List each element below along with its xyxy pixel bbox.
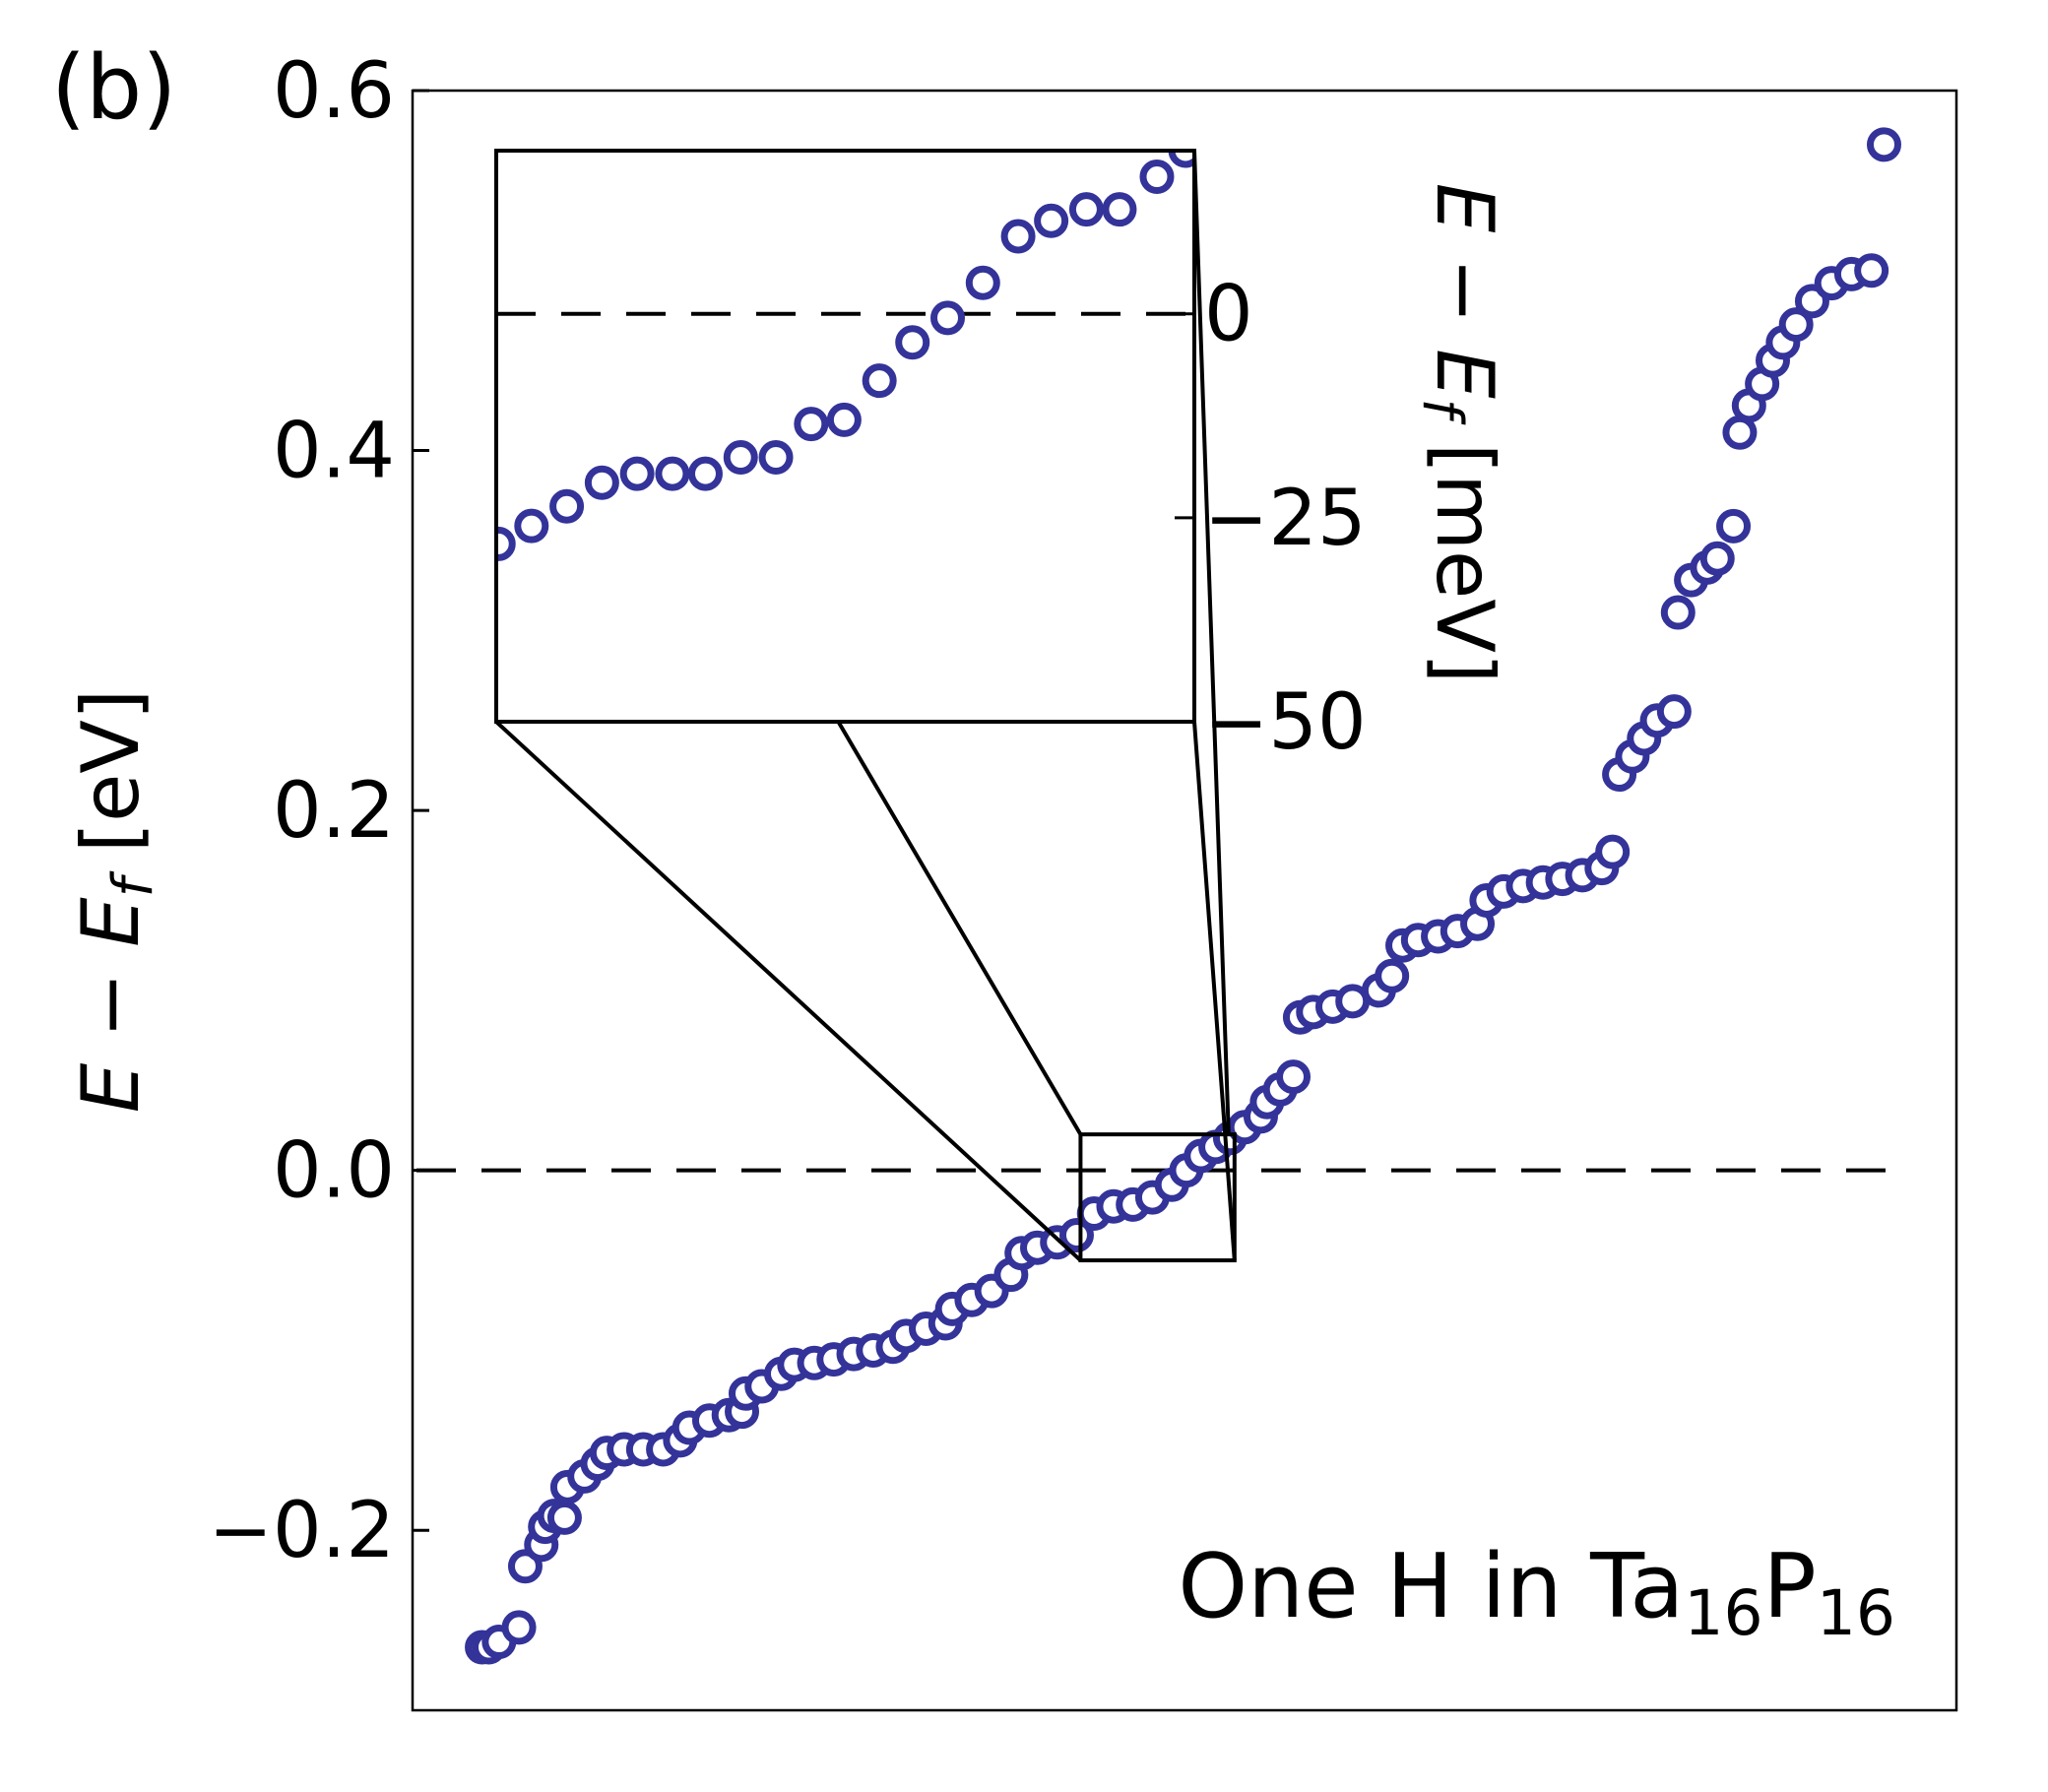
- data-point: [1778, 307, 1814, 343]
- data-point: [1854, 253, 1889, 288]
- inset-data-point: [895, 325, 930, 360]
- inset-data-point: [496, 526, 516, 561]
- inset-data-point: [826, 402, 862, 437]
- annotation-part: One H in Ta: [1178, 1535, 1684, 1638]
- y-tick-label: 0.0: [273, 1127, 395, 1216]
- connector-line: [1192, 150, 1231, 1135]
- panel-label: (b): [51, 36, 176, 140]
- inset-data-point: [723, 440, 758, 476]
- y-label-part: −: [65, 947, 157, 1063]
- data-point: [1722, 415, 1758, 450]
- y-axis-label: E − Ef [eV]: [65, 689, 165, 1114]
- inset-y-label-part: E: [1419, 183, 1510, 233]
- y-label-part: [eV]: [65, 689, 157, 878]
- inset-data-point: [862, 363, 897, 399]
- data-point: [1656, 694, 1692, 730]
- inset-data-point: [655, 456, 690, 491]
- inset-data-point: [1139, 160, 1175, 195]
- inset-y-label-part: −: [1419, 232, 1510, 349]
- data-point: [501, 1610, 537, 1645]
- inset-data-point: [549, 488, 585, 524]
- inset-data-point: [1034, 203, 1069, 238]
- data-point: [1660, 595, 1696, 630]
- zoom-box: [1078, 1132, 1237, 1263]
- annotation: One H in Ta16P16: [1178, 1535, 1895, 1649]
- data-point: [1716, 508, 1752, 544]
- inset-data-point: [965, 265, 1000, 300]
- inset-data-point: [794, 407, 829, 442]
- inset-data-point: [1168, 151, 1194, 168]
- y-tick-label: 0.2: [273, 767, 395, 856]
- y-label-part: E: [65, 1062, 157, 1113]
- inset-data-point: [1068, 192, 1104, 227]
- y-tick-label: 0.6: [273, 47, 395, 136]
- inset-frame: [494, 149, 1196, 724]
- inset-y-tick-label: 0: [1204, 271, 1253, 359]
- inset-y-label-part: [meV]: [1419, 417, 1510, 683]
- data-point: [1595, 834, 1631, 869]
- inset-y-axis-label: E − Ef [meV]: [1410, 183, 1510, 683]
- inset-y-label-part: E: [1419, 349, 1510, 399]
- annotation-part: P: [1763, 1535, 1817, 1638]
- inset-y-tick-label: −50: [1204, 678, 1367, 767]
- inset-data-point: [514, 508, 549, 544]
- inset-data-point: [930, 300, 966, 336]
- plot-frame: [411, 89, 1958, 1712]
- annotation-part: 16: [1684, 1577, 1762, 1649]
- y-label-part: E: [65, 897, 157, 947]
- inset-data-point: [758, 440, 794, 476]
- data-point: [546, 1500, 582, 1535]
- inset-data-point: [687, 456, 723, 491]
- data-point: [1058, 1217, 1094, 1252]
- y-tick-label: −0.2: [209, 1487, 395, 1575]
- inset-data-point: [584, 465, 619, 500]
- inset-data-point: [619, 456, 655, 491]
- inset-y-tick-label: −25: [1204, 475, 1367, 563]
- connector-line: [1192, 721, 1237, 1261]
- inset-data-point: [1000, 219, 1036, 254]
- data-point: [1276, 1059, 1312, 1095]
- annotation-part: 16: [1817, 1577, 1895, 1649]
- inset-plot: [496, 151, 1194, 561]
- inset-data-point: [1102, 192, 1137, 227]
- connector-line: [836, 720, 1083, 1136]
- connector-line: [494, 720, 1082, 1262]
- data-point: [1866, 127, 1901, 162]
- y-tick-label: 0.4: [273, 408, 395, 496]
- data-point: [1699, 541, 1735, 576]
- data-point: [1375, 958, 1410, 993]
- data-point: [507, 1549, 543, 1584]
